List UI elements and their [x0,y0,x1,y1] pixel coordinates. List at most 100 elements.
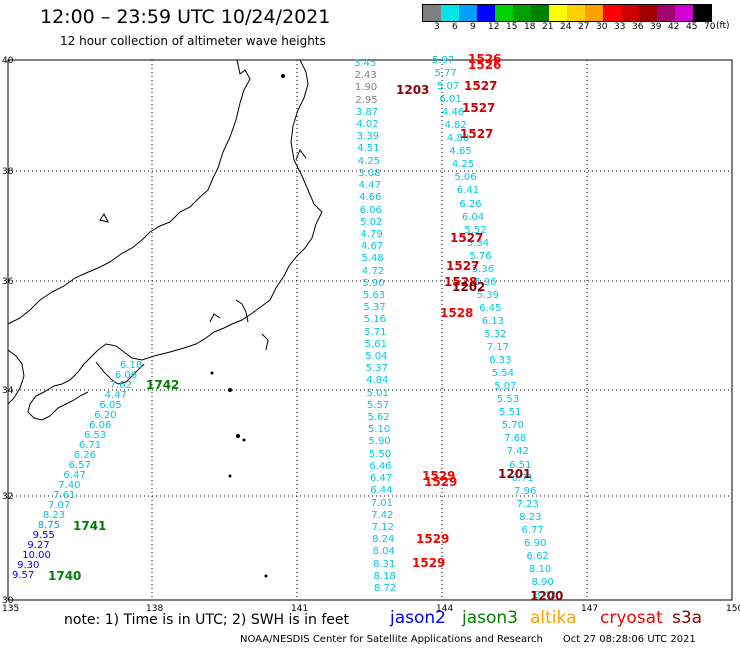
wave-height-value: 8.72 [374,583,397,594]
wave-height-value: 8.18 [373,570,396,582]
wave-height-value: 5.90 [362,277,385,289]
legend-swatch [693,5,711,21]
wave-height-value: 6.53 [84,430,107,441]
legend-label: 6 [452,22,458,32]
footer-note: note: 1) Time is in UTC; 2) SWH is in fe… [64,612,350,628]
wave-height-value: 6.05 [99,400,122,411]
wave-height-value: 7.23 [516,498,539,510]
wave-height-value: 5.10 [367,424,391,436]
lat-label: 34 [2,386,14,396]
wave-height-value: 5.77 [434,68,457,80]
satellite-name: jason3 [462,608,518,628]
wave-height-value: 8.90 [531,576,554,588]
wave-height-value: 7.42 [506,446,529,458]
wave-height-value: 3.39 [356,131,380,143]
wave-height-value: 6.26 [459,198,482,210]
wave-height-value: 6.90 [524,537,547,549]
pass-time-label: 1526 [468,58,502,72]
wave-height-value: 9.27 [27,540,50,551]
legend-label: 3 [434,22,440,32]
wave-height-value: 8.75 [37,520,60,531]
pass-time-label: 1529 [422,469,456,483]
wave-height-value: 8.42 [534,590,557,601]
legend-label: 42 [668,22,680,32]
wave-height-value: 4.80 [446,133,470,145]
satellite-name: cryosat [600,608,663,628]
lat-label: 30 [2,596,14,606]
wave-height-value: 5.57 [367,399,390,411]
pass-time-label: 1528 [440,306,474,320]
wave-height-value: 5.53 [496,394,519,406]
wave-height-value: 6.04 [461,211,485,223]
wave-height-value: 7.62 [109,380,132,391]
wave-height-value: 6.46 [369,460,392,472]
lon-label: 135 [2,604,19,614]
legend-label: 70 [704,22,716,32]
wave-height-value: 6.62 [526,550,549,562]
wave-height-value: 2.95 [355,94,378,106]
wave-height-value: 4.72 [361,265,385,277]
legend-label: 36 [632,22,644,32]
wave-height-value: 6.06 [114,370,138,381]
wave-height-value: 8.04 [372,546,395,558]
pass-time-label: 1526 [468,52,502,66]
wave-height-value: 7.61 [53,490,76,501]
wave-height-value: 6.20 [94,410,117,421]
legend-label: 15 [506,22,518,32]
wave-height-value: 3.08 [358,167,381,179]
wave-height-value: 5.51 [499,407,522,419]
lon-label: 144 [436,604,453,614]
wave-height-value: 5.01 [366,387,389,399]
legend-label: 18 [524,22,536,32]
wave-height-value: 5.16 [363,314,387,326]
wave-height-value: 5.90 [368,436,391,448]
wave-height-value: 5.34 [466,237,490,249]
legend-label: 30 [596,22,608,32]
wave-height-value: 7.17 [486,342,509,354]
pass-time-label: 1527 [450,231,484,245]
wave-height-value: 5.02 [360,216,383,228]
legend-label: 24 [560,22,572,32]
pass-time-label: 1201 [498,467,532,481]
wave-height-value: 5.07 [436,81,460,93]
wave-height-value: 9.57 [12,570,35,581]
map-subtitle: 12 hour collection of altimeter wave hei… [60,34,326,48]
pass-time-label: 1203 [396,83,430,97]
legend-label: 27 [578,22,590,32]
wave-height-value: 7.42 [371,509,394,521]
pass-time-label: 1528 [444,275,478,289]
lat-label: 40 [2,56,14,66]
wave-height-value: 5.37 [365,363,388,375]
legend-swatch [567,5,585,21]
wave-height-value: 6.45 [479,302,502,314]
wave-height-value: 6.13 [481,315,505,327]
generated-timestamp: Oct 27 08:28:06 UTC 2021 [562,634,696,645]
wave-height-value: 5.97 [432,55,455,66]
pass-time-label: 1527 [462,101,496,115]
wave-height-value: 6.44 [370,485,393,497]
pass-time-label: 1740 [48,569,82,583]
wave-height-value: 5.04 [365,351,388,363]
wave-height-value: 10.00 [22,550,51,561]
wave-height-value: 7.96 [514,485,537,497]
pass-time-label: 1529 [416,532,450,546]
legend-swatch [531,5,549,21]
legend-swatch [423,5,441,21]
islands [210,74,285,578]
satellite-name: s3a [672,608,703,628]
wave-height-value: 6.51 [509,459,532,471]
satellite-name: altika [530,608,577,628]
wave-height-value: 8.23 [42,510,66,521]
map-title: 12:00 – 23:59 UTC 10/24/2021 [40,6,331,28]
wave-height-value: 6.71 [78,440,102,451]
wave-height-value: 5.62 [367,412,390,424]
wave-height-value: 3.45 [354,58,377,69]
legend-label: 12 [488,22,500,32]
wave-height-legend: 3 6 9 12 15 18 21 24 27 30 33 36 39 42 45 70 (ft) [422,4,738,34]
wave-height-value: 5.39 [476,289,500,301]
wave-height-value: 5.06 [454,172,477,184]
legend-swatch [675,5,693,21]
wave-height-value: 4.66 [359,192,382,204]
pass-time-label: 1527 [446,259,480,273]
wave-height-value: 5.63 [362,289,386,301]
